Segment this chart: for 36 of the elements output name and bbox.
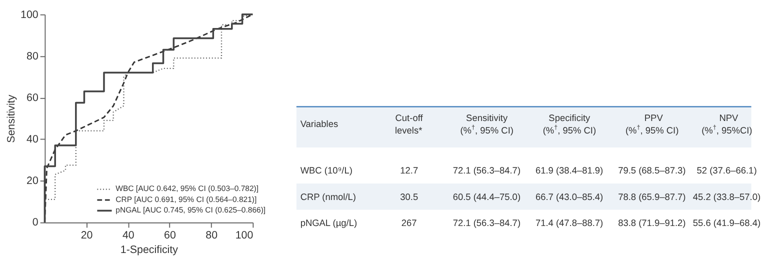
text: 60.5 (44.4–75.0) (452, 192, 521, 202)
y-tick-label: 100 (20, 8, 38, 21)
text: 52 (37.6–66.1) (696, 166, 757, 176)
text: 72.1 (56.3–84.7) (452, 166, 521, 176)
x-tick-label: 20 (80, 229, 93, 242)
text: 71.4 (47.8–88.7) (535, 218, 604, 228)
y-tick-label: 60 (26, 92, 38, 104)
y-tick-label: 0 (32, 216, 38, 229)
text: pNGAL (µg/L) (300, 218, 358, 228)
text: 55.6 (41.9–68.4) (692, 218, 761, 228)
legend-label: WBC [AUC 0.642, 95% CI (0.503–0.782)] (116, 184, 259, 194)
x-tick-label: 60 (164, 229, 176, 242)
text: 45.2 (33.8–57.0) (692, 192, 761, 202)
y-tick-label: 80 (26, 50, 38, 62)
y-tick-label: 20 (26, 175, 38, 188)
text: Variables (300, 119, 338, 130)
text: 30.5 (400, 192, 418, 202)
text: 79.5 (68.5–87.3) (618, 166, 686, 176)
legend-label: CRP [AUC 0.691, 95% CI (0.564–0.821)] (116, 194, 257, 204)
text: Cut-off levels* (395, 112, 424, 136)
text: WBC (10⁹/L) (300, 166, 352, 176)
legend-label: pNGAL [AUC 0.745, 95% CI (0.625–0.866)] (116, 206, 266, 215)
x-axis-title: 1-Specificity (120, 244, 179, 256)
x-tick-label: 80 (206, 229, 218, 242)
text: 267 (401, 218, 417, 228)
text: CRP (nmol/L) (300, 192, 356, 202)
y-tick-label: 40 (26, 134, 38, 146)
text: 72.1 (56.3–84.7) (452, 218, 521, 228)
y-axis-title: Sensitivity (6, 94, 18, 143)
text: 83.8 (71.9–91.2) (618, 218, 686, 228)
text: 12.7 (400, 166, 418, 176)
text: 78.8 (65.9–87.7) (618, 192, 686, 202)
text: 66.7 (43.0–85.4) (535, 192, 604, 202)
text: 61.9 (38.4–81.9) (535, 166, 604, 176)
x-tick-label: 40 (122, 229, 134, 242)
x-tick-label: 100 (235, 229, 254, 242)
